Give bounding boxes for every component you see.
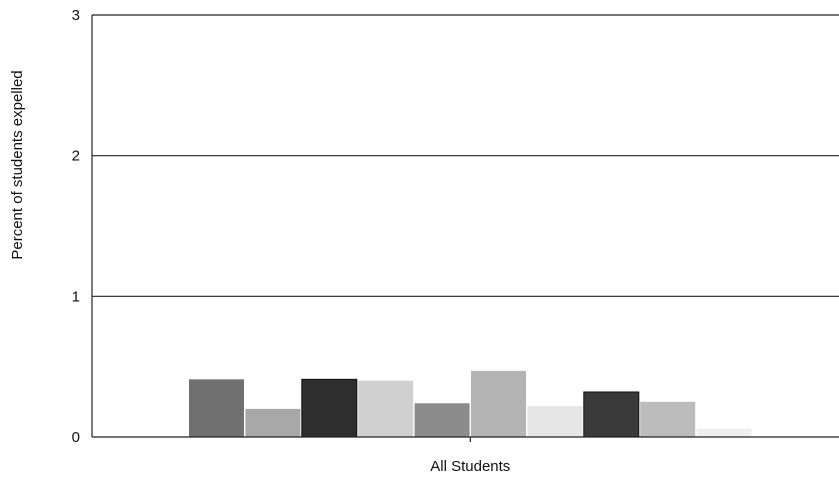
- bars: [189, 370, 752, 438]
- y-tick-label: 3: [72, 7, 80, 24]
- bar-9: [640, 401, 696, 437]
- bar-5: [414, 403, 470, 437]
- bar-4: [358, 380, 414, 437]
- y-tick-label: 2: [72, 148, 80, 165]
- bar-2: [245, 408, 301, 437]
- bar-6: [471, 370, 526, 437]
- bar-10: [696, 428, 752, 437]
- bar-1: [189, 379, 244, 437]
- tick-labels: 0 1 2 3 All Students: [72, 7, 511, 475]
- bar-3: [301, 378, 358, 438]
- y-tick-label: 1: [72, 288, 80, 305]
- bar-7: [527, 406, 583, 437]
- y-axis-title: Percent of students expelled: [9, 70, 26, 259]
- x-tick-label: All Students: [430, 458, 510, 475]
- y-tick-label: 0: [72, 429, 80, 446]
- bar-8: [583, 391, 640, 438]
- axes: [91, 15, 839, 442]
- gridlines: [92, 14, 839, 297]
